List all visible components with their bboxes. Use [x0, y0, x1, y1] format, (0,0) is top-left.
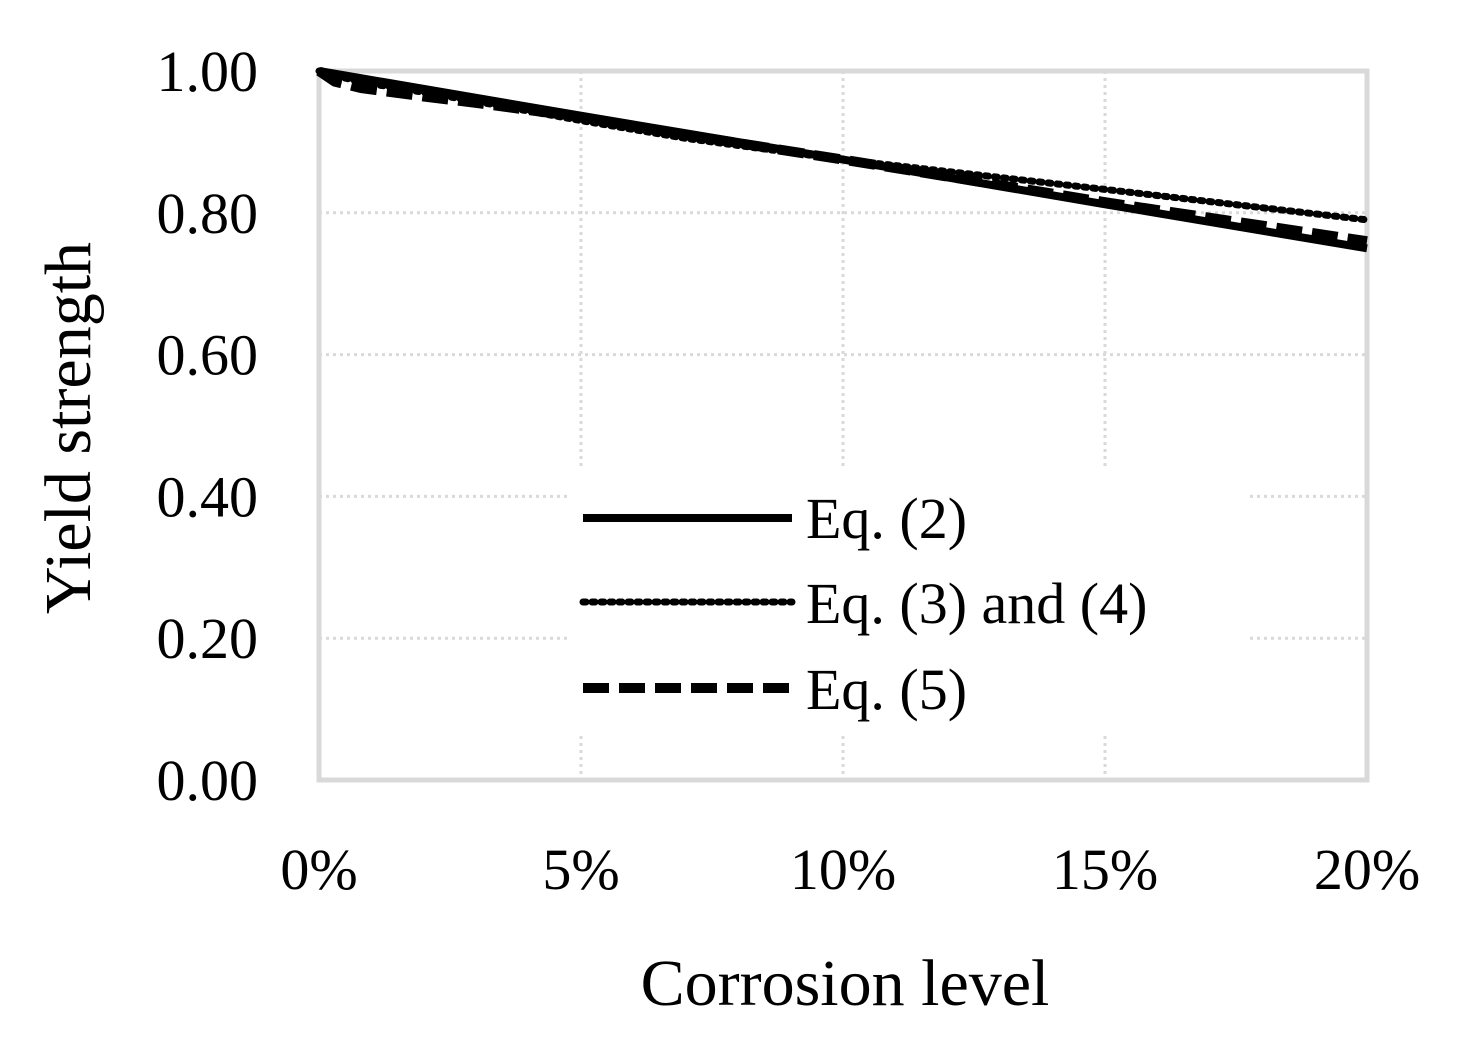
- y-tick-label: 1.00: [157, 39, 259, 104]
- x-tick-label: 15%: [1052, 837, 1158, 902]
- x-axis-title: Corrosion level: [641, 947, 1050, 1020]
- legend: Eq. (2) Eq. (3) and (4) Eq. (5): [579, 486, 1147, 722]
- y-tick-label: 0.60: [157, 323, 259, 388]
- y-tick-label: 0.40: [157, 464, 259, 529]
- series-line-dashed: [316, 66, 1368, 247]
- x-tick-label: 10%: [790, 837, 896, 902]
- y-tick-label: 0.80: [157, 181, 259, 246]
- x-tick-label: 0%: [280, 837, 357, 902]
- y-axis-title: Yield strength: [32, 242, 105, 614]
- legend-label-eq2: Eq. (2): [806, 486, 967, 551]
- legend-entry-eq3-4: Eq. (3) and (4): [579, 571, 1147, 636]
- series-lines: [315, 66, 1371, 253]
- legend-entry-eq5: Eq. (5): [583, 657, 967, 722]
- x-tick-label: 5%: [542, 837, 619, 902]
- y-tick-label: 0.00: [157, 748, 259, 813]
- legend-label-eq3-4: Eq. (3) and (4): [806, 571, 1147, 636]
- y-tick-label: 0.20: [157, 606, 259, 671]
- tick-labels: 0.00 0.20 0.40 0.60 0.80 1.00 0% 5% 10% 15% 20%: [157, 39, 1421, 902]
- series-line-dotted: [315, 67, 1371, 224]
- legend-entry-eq2: Eq. (2): [583, 486, 967, 551]
- legend-label-eq5: Eq. (5): [806, 657, 967, 722]
- x-tick-label: 20%: [1314, 837, 1420, 902]
